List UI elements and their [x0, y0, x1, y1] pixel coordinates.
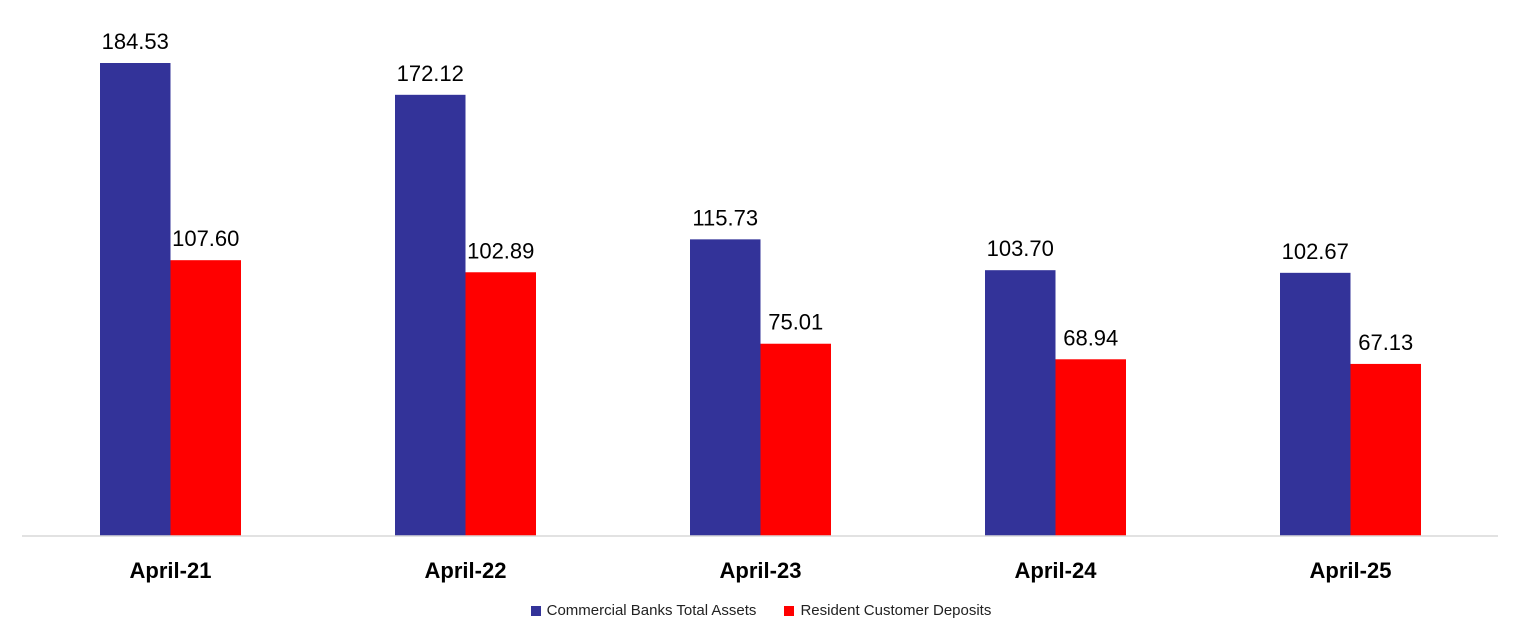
x-tick-label-april-21: April-21	[130, 558, 212, 583]
x-tick-label-april-23: April-23	[720, 558, 802, 583]
data-label-assets-april-22: 172.12	[397, 61, 464, 86]
data-label-assets-april-23: 115.73	[692, 205, 758, 230]
bar-deposits-april-24	[1055, 359, 1126, 536]
bar-assets-april-23	[690, 239, 761, 536]
bar-deposits-april-21	[170, 260, 241, 536]
chart-legend: Commercial Banks Total Assets Resident C…	[0, 602, 1522, 619]
x-tick-label-april-24: April-24	[1015, 558, 1098, 583]
legend-label-assets: Commercial Banks Total Assets	[546, 602, 757, 619]
legend-swatch-assets	[530, 605, 541, 616]
bar-deposits-april-22	[465, 272, 536, 536]
legend-item-assets: Commercial Banks Total Assets	[530, 602, 757, 619]
data-label-assets-april-21: 184.53	[102, 29, 169, 54]
data-label-deposits-april-21: 107.60	[172, 226, 239, 251]
bar-assets-april-24	[985, 270, 1056, 536]
data-label-deposits-april-24: 68.94	[1063, 325, 1118, 350]
legend-swatch-deposits	[784, 605, 795, 616]
data-label-assets-april-25: 102.67	[1282, 239, 1349, 264]
x-tick-label-april-22: April-22	[425, 558, 507, 583]
x-tick-label-april-25: April-25	[1310, 558, 1392, 583]
data-label-deposits-april-25: 67.13	[1358, 330, 1413, 355]
bar-deposits-april-23	[760, 343, 831, 536]
chart-bars	[100, 63, 1421, 536]
chart-value-labels: 184.53 107.60 172.12 102.89 115.73 75.01 103.7…	[102, 29, 1414, 355]
data-label-deposits-april-23: 75.01	[768, 310, 823, 335]
bar-assets-april-22	[395, 94, 466, 536]
bar-deposits-april-25	[1350, 363, 1421, 536]
legend-item-deposits: Resident Customer Deposits	[784, 602, 991, 619]
bar-assets-april-21	[100, 63, 171, 536]
x-axis-tick-labels: April-21 April-22 April-23 April-24 April-25	[130, 558, 1392, 583]
legend-label-deposits: Resident Customer Deposits	[800, 602, 992, 619]
bar-assets-april-25	[1280, 272, 1351, 536]
data-label-deposits-april-22: 102.89	[467, 238, 534, 263]
data-label-assets-april-24: 103.70	[987, 236, 1054, 261]
